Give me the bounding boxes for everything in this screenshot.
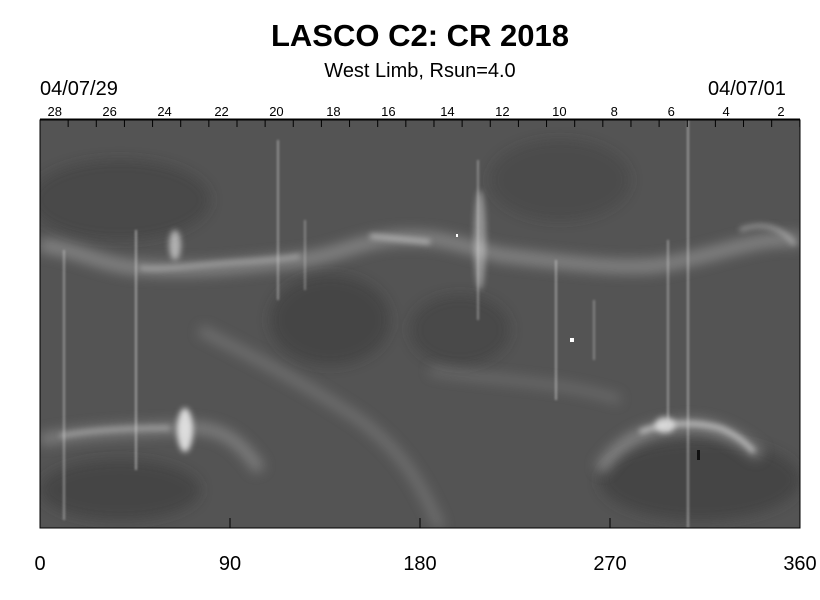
top-day-label-26: 26 [102,104,116,119]
top-day-label-22: 22 [214,104,228,119]
top-day-label-28: 28 [48,104,62,119]
top-day-label-10: 10 [552,104,566,119]
bottom-tick-label-180: 180 [403,553,436,575]
top-day-label-16: 16 [381,104,395,119]
bottom-tick-label-90: 90 [219,553,241,575]
top-day-label-2: 2 [777,104,784,119]
heatmap-image [40,120,800,528]
top-day-label-8: 8 [611,104,618,119]
top-day-label-20: 20 [269,104,283,119]
top-axis-ticks: 28 26 24 22 20 18 16 14 12 10 8 6 4 2 [39,104,801,127]
bottom-tick-label-360: 360 [783,553,816,575]
end-date-label: 04/07/01 [708,78,786,100]
bottom-tick-label-0: 0 [34,553,45,575]
top-day-label-12: 12 [495,104,509,119]
top-day-label-6: 6 [668,104,675,119]
chart-subtitle: West Limb, Rsun=4.0 [324,60,516,82]
top-day-label-18: 18 [326,104,340,119]
top-day-label-4: 4 [722,104,729,119]
start-date-label: 04/07/29 [40,78,118,100]
chart-title: LASCO C2: CR 2018 [270,18,570,53]
top-day-label-24: 24 [157,104,171,119]
top-day-label-14: 14 [440,104,454,119]
bottom-tick-label-270: 270 [593,553,626,575]
bottom-axis-ticks: 0 90 180 270 360 [34,518,817,575]
